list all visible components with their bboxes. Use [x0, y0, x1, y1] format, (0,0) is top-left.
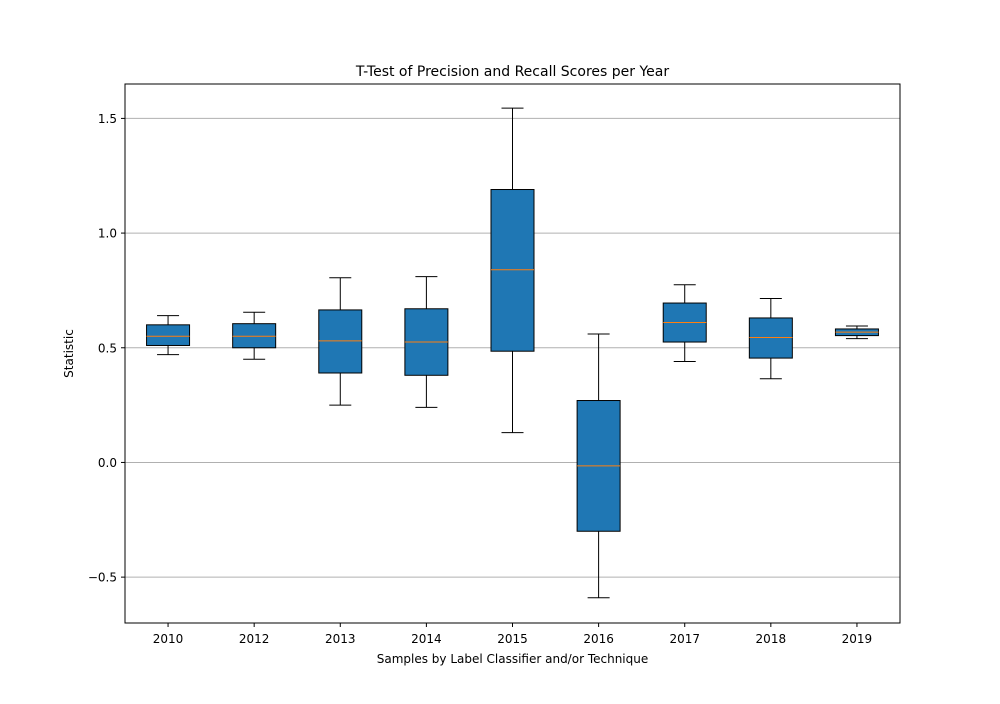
- box-2019: [834, 325, 879, 340]
- iqr-box: [318, 309, 363, 374]
- box-2018: [748, 297, 793, 380]
- x-tick-label: 2010: [153, 632, 184, 646]
- box-2017: [662, 284, 707, 363]
- iqr-box: [748, 317, 793, 359]
- iqr-box: [146, 324, 191, 346]
- y-tick-label: 1.0: [98, 227, 117, 241]
- box-2015: [490, 107, 535, 434]
- x-tick-label: 2015: [497, 632, 528, 646]
- x-tick-label: 2016: [583, 632, 614, 646]
- y-tick-label: 1.5: [98, 112, 117, 126]
- y-tick-label: −0.5: [88, 571, 117, 585]
- x-tick-label: 2019: [842, 632, 873, 646]
- box-2010: [146, 315, 191, 356]
- x-tick-label: 2017: [669, 632, 700, 646]
- y-axis-ticks: −0.5 0.0 0.5 1.0 1.5: [88, 112, 125, 585]
- x-tick-label: 2013: [325, 632, 356, 646]
- x-tick-label: 2012: [239, 632, 270, 646]
- x-tick-label: 2014: [411, 632, 442, 646]
- x-axis-label: Samples by Label Classifier and/or Techn…: [377, 652, 649, 666]
- y-axis-label: Statistic: [62, 329, 76, 378]
- box-layer: [146, 107, 879, 599]
- box-2014: [404, 276, 449, 408]
- y-tick-label: 0.5: [98, 341, 117, 355]
- iqr-box: [232, 323, 277, 349]
- x-tick-label: 2018: [756, 632, 787, 646]
- box-2016: [576, 333, 621, 599]
- x-axis-ticks: 2010 2012 2013 2014 2015 2016 2017 2018 2019: [153, 623, 872, 646]
- chart-title: T-Test of Precision and Recall Scores pe…: [355, 64, 669, 80]
- y-tick-label: 0.0: [98, 456, 117, 470]
- box-2012: [232, 311, 277, 360]
- iqr-box: [490, 189, 535, 352]
- box-2013: [318, 277, 363, 406]
